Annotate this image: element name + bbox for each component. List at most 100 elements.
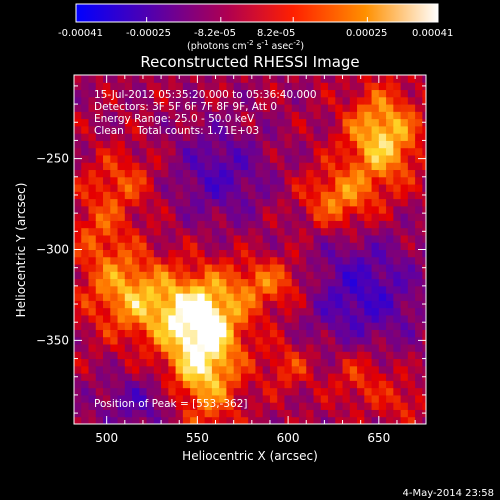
heatmap-cell [211,176,220,185]
heatmap-cell [110,140,119,149]
heatmap-cell [226,213,235,221]
heatmap-cell [335,162,344,171]
heatmap-cell [132,394,140,403]
colorbar-tick-label-2: -8.2e-05 [194,28,236,39]
heatmap-cell [386,234,394,243]
heatmap-cell [219,118,227,127]
heatmap-cell [175,307,184,316]
heatmap-cell [88,271,97,280]
heatmap-cell [146,96,155,105]
heatmap-cell [190,162,198,171]
heatmap-cell [248,358,256,367]
heatmap-cell [386,300,394,309]
heatmap-cell [255,220,264,229]
heatmap-cell [393,234,402,243]
heatmap-cell [277,176,285,185]
heatmap-cell [103,96,111,105]
heatmap-cell [88,322,97,330]
heatmap-cell [153,154,162,163]
heatmap-cell [74,104,82,112]
heatmap-cell [313,394,322,403]
heatmap-cell [110,409,119,418]
heatmap-cell [284,184,293,192]
heatmap-cell [306,205,315,214]
heatmap-cell [233,140,242,149]
heatmap-cell [335,314,344,323]
heatmap-cell [255,227,264,236]
heatmap-cell [95,169,104,178]
heatmap-cell [393,242,402,250]
heatmap-cell [415,256,423,265]
heatmap-cell [298,147,307,156]
heatmap-cell [262,264,271,272]
heatmap-cell [277,213,285,221]
heatmap-cell [103,242,111,250]
heatmap-cell [211,271,220,280]
heatmap-cell [262,220,271,229]
heatmap-cell [313,133,322,141]
heatmap-cell [146,191,155,200]
heatmap-cell [146,147,155,156]
heatmap-cell [190,242,198,250]
heatmap-cell [88,358,97,367]
heatmap-cell [407,191,416,200]
heatmap-cell [161,351,169,360]
heatmap-cell [364,409,373,418]
heatmap-cell [74,278,82,287]
heatmap-cell [132,387,140,396]
heatmap-cell [233,402,242,410]
heatmap-cell [211,191,220,200]
heatmap-cell [378,249,387,258]
heatmap-cell [103,82,111,91]
heatmap-cell [153,220,162,229]
heatmap-cell [262,394,271,403]
heatmap-cell [240,387,249,396]
heatmap-cell [124,191,133,200]
heatmap-cell [298,234,307,243]
heatmap-cell [357,365,365,374]
heatmap-cell [357,125,365,134]
heatmap-cell [306,344,315,352]
heatmap-cell [233,111,242,120]
heatmap-cell [393,125,402,134]
heatmap-cell [313,307,322,316]
heatmap-cell [386,205,394,214]
heatmap-cell [197,344,206,352]
heatmap-cell [139,191,148,200]
heatmap-cell [298,300,307,309]
heatmap-cell [335,285,344,294]
heatmap-cell [291,387,300,396]
x-tick-label: 600 [277,431,300,445]
heatmap-cell [175,162,184,171]
heatmap-cell [168,96,177,105]
heatmap-cell [320,293,329,301]
heatmap-cell [262,380,271,389]
heatmap-cell [313,118,322,127]
heatmap-cell [364,75,373,83]
heatmap-cell [124,147,133,156]
heatmap-cell [284,322,293,330]
heatmap-cell [81,322,90,330]
heatmap-cell [407,118,416,127]
heatmap-cell [117,387,126,396]
heatmap-cell [197,256,206,265]
heatmap-cell [153,234,162,243]
heatmap-cell [88,307,97,316]
heatmap-cell [233,365,242,374]
heatmap-cell [269,300,278,309]
heatmap-cell [175,344,184,352]
heatmap-cell [103,387,111,396]
heatmap-cell [255,213,264,221]
heatmap-cell [407,205,416,214]
heatmap-cell [168,176,177,185]
heatmap-cell [248,271,256,280]
heatmap-cell [357,220,365,229]
heatmap-cell [393,198,402,207]
heatmap-cell [219,213,227,221]
heatmap-cell [400,293,409,301]
heatmap-cell [255,300,264,309]
heatmap-cell [277,351,285,360]
heatmap-cell [74,184,82,192]
heatmap-cell [226,264,235,272]
heatmap-cell [415,351,423,360]
